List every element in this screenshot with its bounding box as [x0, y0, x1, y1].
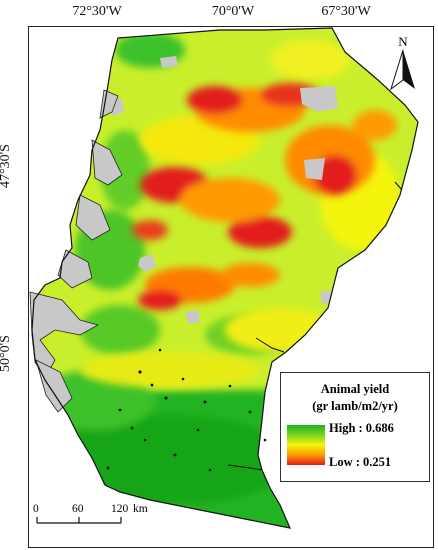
north-arrow: N [388, 34, 418, 92]
scale-bar: 0 60 120 km [33, 503, 148, 525]
map-frame [28, 26, 434, 548]
longitude-label-72-30w: 72°30'W [72, 4, 122, 19]
lake-dots [106, 348, 267, 472]
scale-tick-0: 0 [33, 503, 39, 515]
longitude-label-67-30w: 67°30'W [321, 4, 371, 19]
legend-title-line1: Animal yield [320, 382, 390, 396]
scale-tick-60: 60 [72, 503, 84, 515]
yield-raster [32, 32, 400, 528]
legend-title: Animal yield (gr lamb/m2/yr) [281, 381, 429, 415]
north-arrow-icon [390, 49, 415, 91]
legend-title-line2: (gr lamb/m2/yr) [312, 399, 398, 413]
fjord-coast [29, 89, 123, 413]
scale-unit: km [133, 503, 148, 515]
legend: Animal yield (gr lamb/m2/yr) High : 0.68… [280, 372, 430, 482]
scale-tick-120: 120 [111, 503, 129, 515]
legend-color-ramp [287, 425, 325, 465]
legend-high-label: High : 0.686 [329, 421, 394, 435]
rivers [227, 181, 403, 471]
low-yield-zones [132, 83, 397, 310]
longitude-label-70-0w: 70°0'W [211, 4, 255, 19]
legend-low-label: Low : 0.251 [329, 455, 392, 469]
scale-bar-line [36, 517, 122, 524]
north-letter: N [398, 34, 408, 49]
no-data-areas [110, 56, 338, 324]
